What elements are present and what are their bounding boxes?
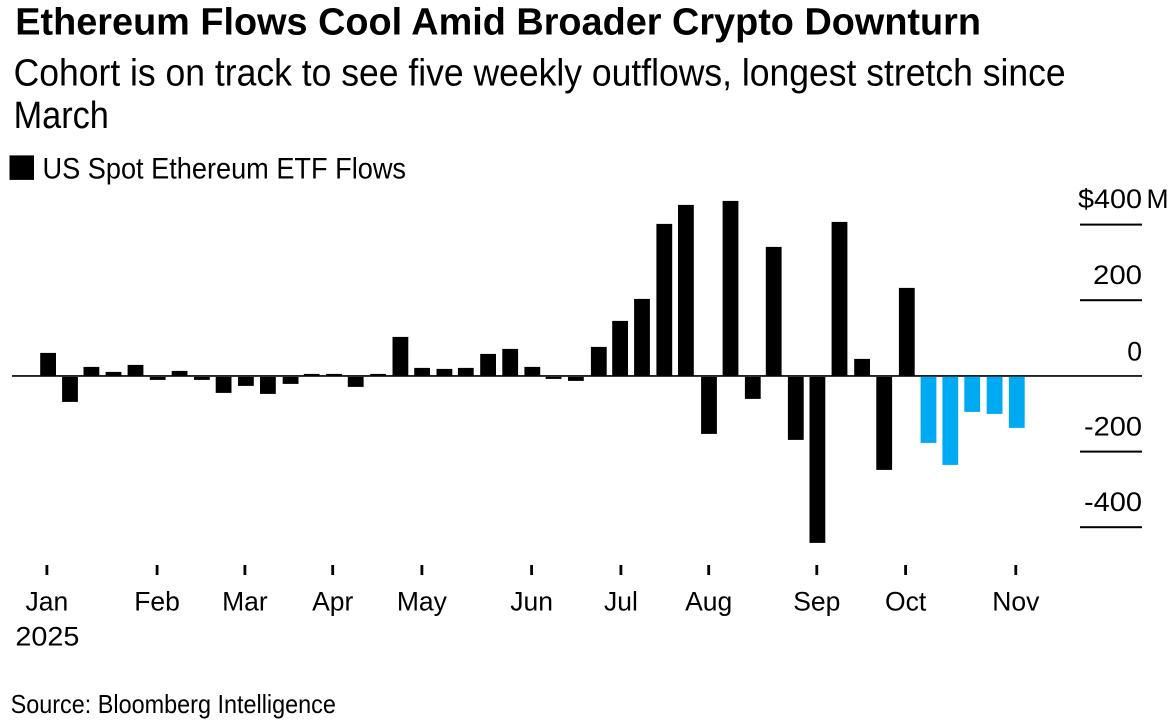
svg-text:Ethereum Flows Cool Amid Broad: Ethereum Flows Cool Amid Broader Crypto … xyxy=(15,2,981,44)
svg-text:0: 0 xyxy=(1127,337,1142,367)
svg-text:Cohort is on track to see five: Cohort is on track to see five weekly ou… xyxy=(14,53,1066,95)
svg-text:May: May xyxy=(397,587,448,617)
svg-text:-400: -400 xyxy=(1084,487,1142,517)
svg-text:Oct: Oct xyxy=(885,587,927,617)
svg-text:Mar: Mar xyxy=(222,587,268,617)
svg-text:March: March xyxy=(14,95,109,137)
svg-text:Nov: Nov xyxy=(992,587,1040,617)
svg-text:$400: $400 xyxy=(1078,184,1142,214)
svg-text:Apr: Apr xyxy=(312,587,353,617)
svg-text:Jun: Jun xyxy=(510,587,553,617)
svg-text:Feb: Feb xyxy=(134,587,180,617)
svg-text:Aug: Aug xyxy=(685,587,732,617)
svg-text:Sep: Sep xyxy=(793,587,840,617)
svg-text:M: M xyxy=(1147,184,1169,214)
svg-text:-200: -200 xyxy=(1084,411,1142,441)
svg-text:200: 200 xyxy=(1093,260,1142,290)
svg-text:Jul: Jul xyxy=(604,587,638,617)
svg-text:Jan: Jan xyxy=(26,587,69,617)
svg-text:Source: Bloomberg Intelligence: Source: Bloomberg Intelligence xyxy=(11,689,336,719)
svg-text:2025: 2025 xyxy=(15,622,79,652)
svg-text:US Spot Ethereum ETF Flows: US Spot Ethereum ETF Flows xyxy=(43,153,407,186)
